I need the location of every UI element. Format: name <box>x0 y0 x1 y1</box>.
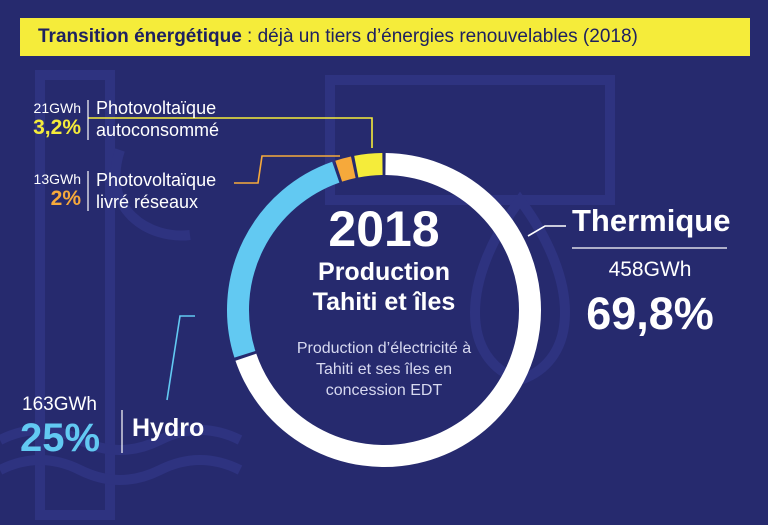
title-rest: : déjà un tiers d’énergies renouvelables… <box>241 26 638 47</box>
segment-hydro <box>227 161 340 358</box>
autoconsomme-percent: 3,2% <box>33 116 81 139</box>
thermique-percent: 69,8% <box>586 288 714 339</box>
segment-pv-reseaux <box>335 156 356 182</box>
center-line2: Tahiti et îles <box>312 288 456 316</box>
segment-pv-autoconsomme <box>354 153 383 178</box>
autoconsomme-label-line1: Photovoltaïque <box>96 98 217 118</box>
autoconsomme-value: 21GWh <box>33 100 81 116</box>
reseaux-percent: 2% <box>50 187 81 210</box>
reseaux-value: 13GWh <box>33 171 81 187</box>
center-desc2: Tahiti et ses îles en <box>315 361 453 378</box>
donut-segments <box>227 153 541 467</box>
center-line1: Production <box>318 258 450 286</box>
thermique-value: 458GWh <box>608 258 692 281</box>
center-desc1: Production d’électricité à <box>296 340 472 357</box>
reseaux-label-line2: livré réseaux <box>96 192 199 212</box>
autoconsomme-label-line2: autoconsommé <box>96 120 220 140</box>
reseaux-label-line1: Photovoltaïque <box>96 170 217 190</box>
thermique-label: Thermique <box>572 203 731 238</box>
title-bar: Transition énergétique : déjà un tiers d… <box>20 18 750 56</box>
center-year: 2018 <box>328 201 440 257</box>
hydro-label: Hydro <box>132 414 205 442</box>
hydro-percent: 25% <box>20 416 101 460</box>
title-bold: Transition énergétique <box>38 26 242 47</box>
leader-line-hydro <box>166 315 195 401</box>
hydro-value: 163GWh <box>22 394 97 415</box>
leader-line-thermique <box>527 225 566 237</box>
leader-line-reseaux <box>234 155 340 184</box>
segment-thermique <box>235 153 541 467</box>
leader-line-autoconsomme <box>88 117 373 148</box>
center-desc3: concession EDT <box>325 382 443 399</box>
